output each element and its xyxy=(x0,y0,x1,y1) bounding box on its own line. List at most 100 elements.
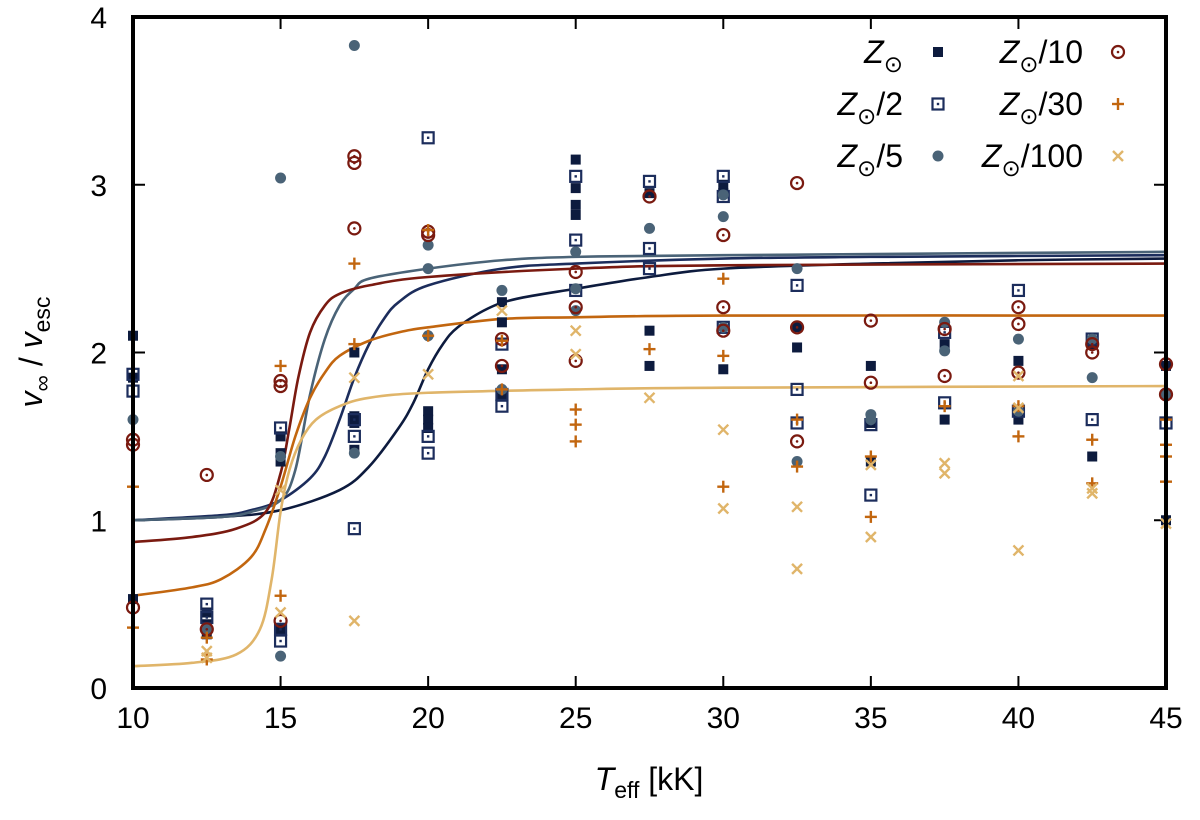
legend-label: Z⊙/2 xyxy=(836,86,903,129)
data-point xyxy=(939,339,950,350)
data-point xyxy=(274,359,287,372)
data-point xyxy=(716,169,730,183)
legend-marker xyxy=(932,150,944,162)
data-point xyxy=(644,222,655,234)
legend-item-zsun-10: Z⊙/10 xyxy=(999,34,1126,77)
data-point xyxy=(422,224,435,237)
data-point xyxy=(273,613,288,629)
data-point xyxy=(1087,451,1098,462)
x-tick-label: 15 xyxy=(264,702,297,735)
data-point xyxy=(275,451,287,463)
y-tick-label: 3 xyxy=(90,170,107,203)
data-point xyxy=(790,382,804,397)
data-point xyxy=(1011,300,1026,315)
data-point xyxy=(495,399,509,413)
data-point xyxy=(937,368,952,384)
data-point xyxy=(864,510,877,523)
data-point xyxy=(347,221,362,236)
data-point xyxy=(348,40,360,52)
data-point xyxy=(347,413,361,427)
data-point xyxy=(1085,345,1100,360)
legend-label: Z⊙/10 xyxy=(999,34,1083,77)
data-point xyxy=(864,450,877,463)
legend-item-zsun-5: Z⊙/5 xyxy=(836,138,944,181)
data-point xyxy=(421,446,435,460)
data-point xyxy=(718,364,729,375)
data-point xyxy=(275,172,287,184)
legend-label: Z⊙/100 xyxy=(981,138,1083,181)
data-point xyxy=(642,189,657,204)
data-point xyxy=(200,597,214,611)
y-tick-label: 0 xyxy=(90,673,107,706)
x-tick-label: 30 xyxy=(707,702,740,735)
data-point xyxy=(347,522,361,536)
data-point xyxy=(496,317,507,328)
data-point xyxy=(642,241,657,256)
data-point xyxy=(717,423,730,436)
data-point xyxy=(938,400,951,413)
data-point xyxy=(569,233,583,247)
data-point xyxy=(421,131,435,145)
data-point xyxy=(569,435,582,448)
data-point xyxy=(568,300,583,315)
data-point xyxy=(791,460,804,473)
data-point xyxy=(495,383,508,396)
x-tick-label: 20 xyxy=(411,702,444,735)
data-point xyxy=(570,199,581,210)
data-point xyxy=(347,429,361,443)
data-point xyxy=(717,480,730,493)
data-point xyxy=(423,422,434,433)
data-point xyxy=(791,263,803,275)
data-point xyxy=(789,434,805,449)
x-axis-title: Teff [kK] xyxy=(595,761,704,803)
data-point xyxy=(1011,283,1026,298)
data-point xyxy=(1013,414,1024,425)
plot-frame xyxy=(131,15,1168,690)
data-point xyxy=(274,484,287,496)
data-point xyxy=(937,321,952,337)
data-point xyxy=(642,174,657,188)
data-point xyxy=(1013,355,1024,366)
fit-curve-zsun-30 xyxy=(133,314,1166,598)
data-point xyxy=(716,227,731,243)
data-point xyxy=(496,284,508,296)
data-point xyxy=(570,154,581,165)
data-points xyxy=(125,40,1174,666)
data-point xyxy=(791,563,803,575)
data-point xyxy=(569,403,582,416)
legend-label: Z⊙/30 xyxy=(999,86,1083,129)
data-point xyxy=(642,262,657,276)
data-point xyxy=(349,411,360,422)
data-point xyxy=(865,459,877,471)
data-point xyxy=(274,606,287,619)
x-tick-label: 35 xyxy=(854,702,887,735)
legend-item-zsun: Z⊙ xyxy=(863,34,943,77)
data-point xyxy=(496,304,508,317)
data-point xyxy=(1012,333,1024,345)
data-point xyxy=(347,155,362,171)
data-point xyxy=(1085,413,1099,427)
data-point xyxy=(1012,544,1025,557)
data-point xyxy=(717,349,730,362)
data-point xyxy=(1011,365,1026,380)
legend-marker xyxy=(933,47,943,57)
data-point xyxy=(1012,402,1025,414)
data-point xyxy=(717,502,730,515)
data-point xyxy=(422,329,435,342)
data-point xyxy=(718,179,729,190)
data-point xyxy=(273,378,288,394)
x-tick-label: 25 xyxy=(559,702,592,735)
data-point xyxy=(569,324,582,337)
data-point xyxy=(1085,337,1100,352)
data-point xyxy=(570,209,581,220)
data-point xyxy=(199,467,214,483)
series-zsun-10 xyxy=(125,149,1174,637)
data-point xyxy=(717,272,730,285)
data-point xyxy=(494,358,510,374)
data-point xyxy=(200,631,213,644)
data-point xyxy=(717,189,729,201)
data-point xyxy=(423,406,434,417)
legend-marker xyxy=(1110,44,1126,60)
fit-curve-zsun-10 xyxy=(133,262,1166,544)
